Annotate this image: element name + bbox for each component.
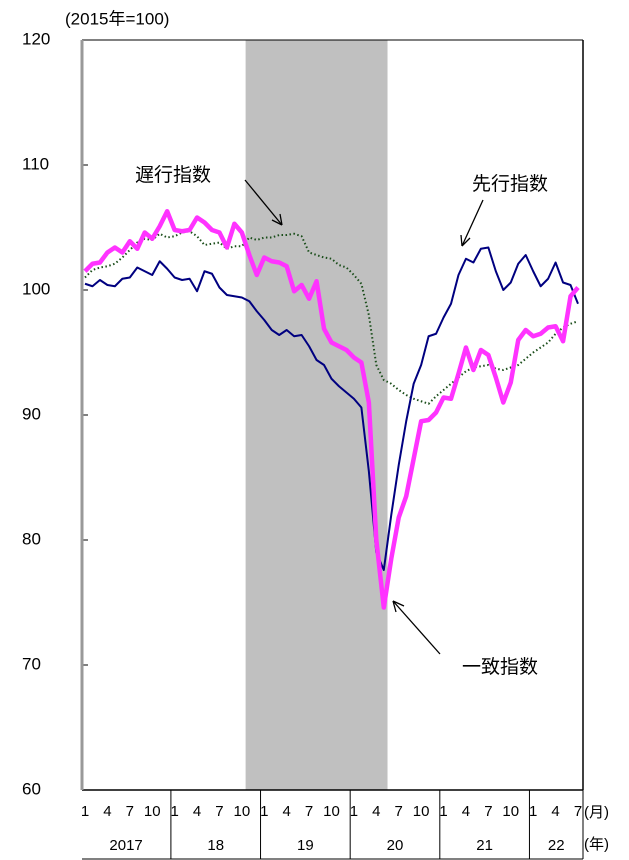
y-tick-label: 110	[22, 154, 49, 173]
x-tick-label: 7	[574, 803, 582, 820]
y-tick-label: 80	[22, 529, 41, 548]
line-layer	[83, 209, 580, 610]
x-tick-label: 7	[484, 803, 492, 820]
annotation-arrow	[392, 600, 441, 655]
line-series	[84, 246, 579, 571]
x-unit-year: (年)	[584, 836, 609, 853]
x-tick-label: 10	[502, 803, 519, 820]
annotation-arrow	[244, 179, 283, 226]
annotation-arrow	[461, 199, 484, 247]
x-tick-label: 4	[193, 803, 201, 820]
year-label: 19	[297, 837, 314, 854]
year-label: 21	[476, 837, 493, 854]
x-tick-label: 1	[350, 803, 358, 820]
year-label: 18	[207, 837, 224, 854]
year-label: 20	[387, 837, 404, 854]
shade-layer	[245, 40, 388, 790]
x-tick-label: 4	[462, 803, 470, 820]
x-tick-label: 10	[144, 803, 161, 820]
unit-label: (2015年=100)	[65, 9, 169, 28]
x-tick-label: 1	[439, 803, 447, 820]
annotation: 遅行指数	[135, 164, 211, 186]
x-tick-label: 4	[103, 803, 111, 820]
x-tick-label: 10	[234, 803, 251, 820]
annotation: 一致指数	[462, 656, 538, 678]
y-tick-label: 100	[22, 279, 50, 298]
arrow-head	[271, 213, 283, 226]
x-tick-label: 1	[529, 803, 537, 820]
x-tick-label: 7	[126, 803, 134, 820]
x-tick-label: 1	[170, 803, 178, 820]
y-tick-label: 90	[22, 404, 41, 423]
annotation: 先行指数	[472, 173, 548, 195]
x-tick-label: 4	[551, 803, 559, 820]
x-tick-label: 7	[215, 803, 223, 820]
recession-shade	[245, 40, 388, 790]
x-tick-label: 1	[81, 803, 89, 820]
x-tick-label: 4	[283, 803, 291, 820]
x-tick-label: 7	[395, 803, 403, 820]
x-tick-label: 10	[323, 803, 340, 820]
arrow-head	[460, 234, 471, 247]
y-tick-label: 70	[22, 654, 41, 673]
x-unit-month: (月)	[584, 804, 609, 821]
y-tick-label: 60	[22, 779, 41, 798]
year-label: 2017	[109, 837, 142, 854]
line-series	[83, 209, 580, 610]
x-tick-label: 7	[305, 803, 313, 820]
x-tick-label: 4	[372, 803, 380, 820]
arrow-head	[392, 600, 405, 613]
year-label: 22	[548, 837, 565, 854]
y-tick-label: 120	[22, 29, 50, 48]
x-tick-label: 1	[260, 803, 268, 820]
x-tick-label: 10	[413, 803, 430, 820]
